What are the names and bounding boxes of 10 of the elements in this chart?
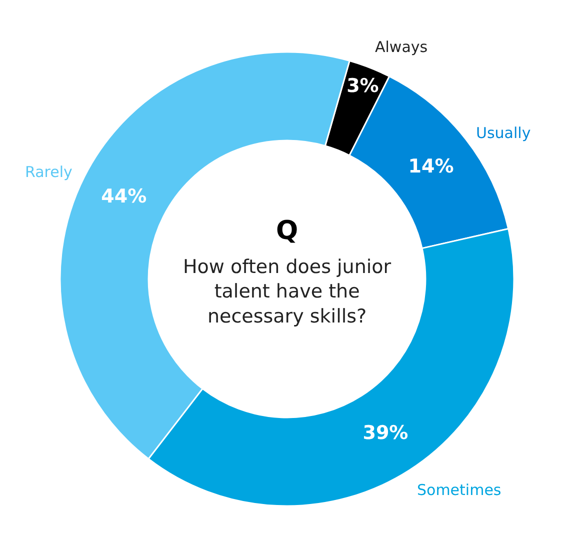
slice-label: Usually [476, 124, 531, 142]
slice-label: Always [375, 38, 428, 56]
data-label: 44% [101, 186, 147, 208]
text: How often does junior talent have the necessary skills? [183, 256, 392, 328]
data-label: 3% [346, 74, 379, 97]
slice-label: Rarely [25, 163, 73, 181]
data-label: 14% [408, 155, 454, 178]
data-label: 39% [362, 422, 408, 444]
slice-label: Sometimes [417, 481, 502, 499]
text: Q [276, 216, 298, 246]
